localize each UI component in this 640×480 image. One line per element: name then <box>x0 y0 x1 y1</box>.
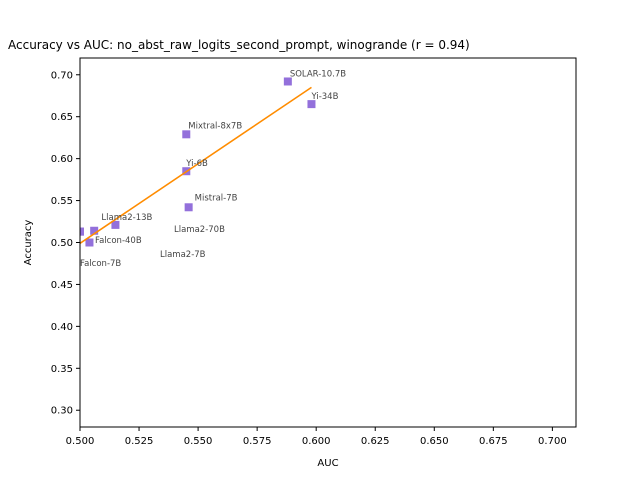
data-point <box>85 238 94 247</box>
point-label: Yi-34B <box>310 92 338 102</box>
y-tick-label: 0.70 <box>51 70 73 81</box>
y-tick-label: 0.60 <box>51 154 73 165</box>
plot-area: SOLAR-10.7B Yi-34B Mixtral-8x7B Yi-6B Mistra… <box>80 69 346 269</box>
plot-frame <box>79 57 577 428</box>
y-tick-label: 0.65 <box>51 112 73 123</box>
trend-line <box>80 86 312 245</box>
data-point <box>182 130 191 139</box>
data-point <box>184 203 193 212</box>
y-tick-label: 0.55 <box>51 196 73 207</box>
point-label: Mixtral-8x7B <box>188 121 242 131</box>
x-tick-label: 0.575 <box>243 436 272 447</box>
data-point <box>307 100 316 109</box>
y-axis: 0.30 0.35 0.40 0.45 0.50 0.55 0.60 0.65 0.70 <box>51 70 80 417</box>
point-label: Yi-6B <box>185 159 208 169</box>
y-tick-label: 0.30 <box>51 406 73 417</box>
y-tick-label: 0.40 <box>51 322 73 333</box>
x-tick-label: 0.625 <box>361 436 390 447</box>
point-label: Llama2-13B <box>101 213 152 223</box>
y-tick-label: 0.35 <box>51 364 73 375</box>
data-point <box>111 220 120 229</box>
x-tick-label: 0.525 <box>125 436 154 447</box>
point-label: Falcon-7B <box>80 259 121 269</box>
y-tick-label: 0.45 <box>51 280 73 291</box>
point-label: Llama2-7B <box>160 250 206 260</box>
x-tick-label: 0.550 <box>184 436 213 447</box>
data-point <box>90 226 99 235</box>
x-axis: 0.500 0.525 0.550 0.575 0.600 0.625 0.650 0.675… <box>66 427 567 447</box>
x-tick-label: 0.650 <box>420 436 449 447</box>
data-point <box>80 227 84 236</box>
point-label: Falcon-40B <box>95 236 142 246</box>
x-tick-label: 0.600 <box>302 436 331 447</box>
point-label: Mistral-7B <box>195 193 238 203</box>
point-label: SOLAR-10.7B <box>290 69 346 79</box>
x-axis-title: AUC <box>317 458 338 469</box>
chart-title: Accuracy vs AUC: no_abst_raw_logits_seco… <box>8 38 470 52</box>
x-tick-label: 0.675 <box>479 436 508 447</box>
y-tick-label: 0.50 <box>51 238 73 249</box>
data-point <box>283 77 292 86</box>
x-tick-label: 0.700 <box>538 436 567 447</box>
y-axis-title: Accuracy <box>23 220 34 266</box>
point-label: Llama2-70B <box>174 225 225 235</box>
x-tick-label: 0.500 <box>66 436 95 447</box>
